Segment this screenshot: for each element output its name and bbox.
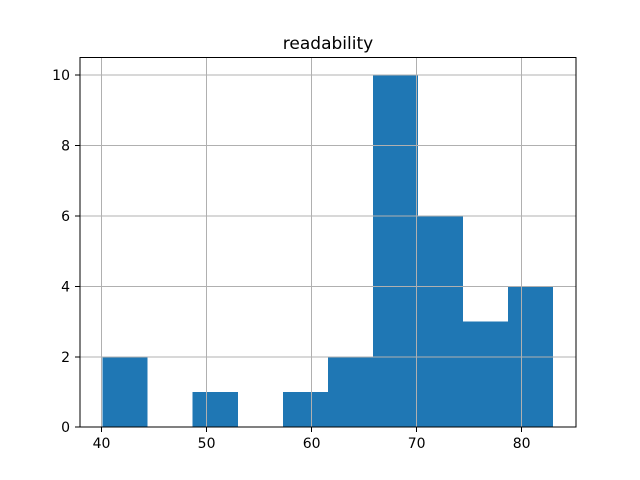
y-tick-label: 2 bbox=[61, 350, 70, 366]
y-tick-label: 8 bbox=[61, 139, 70, 155]
x-tick-label: 60 bbox=[303, 436, 321, 452]
histogram-bar bbox=[282, 392, 328, 428]
x-tick-label: 50 bbox=[198, 436, 216, 452]
histogram-bar bbox=[192, 392, 238, 428]
histogram-bar bbox=[463, 321, 509, 428]
axes-spines bbox=[79, 57, 577, 428]
x-tick-label: 40 bbox=[93, 436, 111, 452]
histogram-bar bbox=[327, 356, 373, 428]
chart-title: readability bbox=[283, 34, 373, 54]
y-tick-label: 0 bbox=[61, 420, 70, 436]
y-tick-label: 4 bbox=[61, 279, 70, 295]
x-tick-label: 70 bbox=[408, 436, 426, 452]
x-tick-label: 80 bbox=[513, 436, 531, 452]
y-tick-label: 6 bbox=[61, 209, 70, 225]
histogram-bar bbox=[418, 216, 464, 428]
y-tick-label: 10 bbox=[52, 68, 70, 84]
histogram-bar bbox=[102, 356, 148, 428]
histogram-bar bbox=[372, 75, 419, 428]
